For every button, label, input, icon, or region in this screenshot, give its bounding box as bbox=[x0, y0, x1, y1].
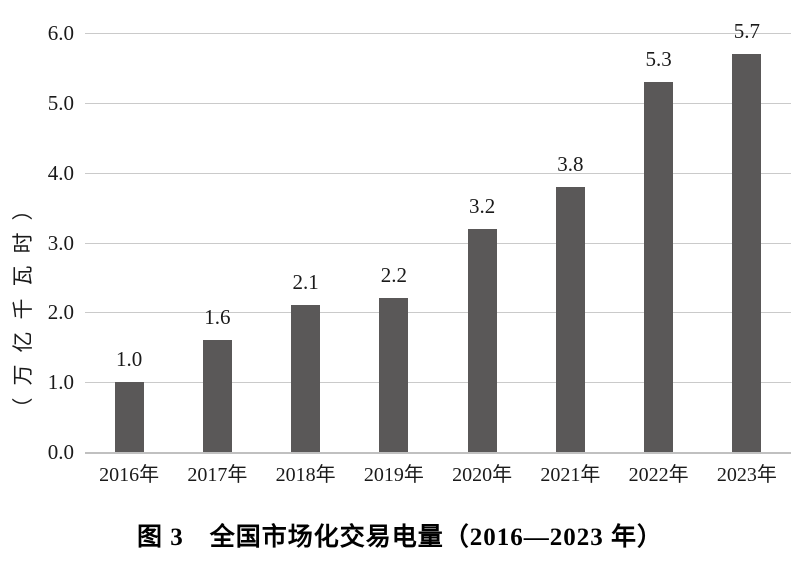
bar-2016年 bbox=[114, 382, 144, 452]
bar-value-label: 3.2 bbox=[469, 193, 496, 218]
x-tick-label: 2023年 bbox=[716, 464, 777, 486]
x-tick-label: 2019年 bbox=[363, 464, 424, 486]
y-tick-label: 5.0 bbox=[47, 90, 74, 115]
bar-2021年 bbox=[555, 186, 585, 452]
bar-value-label: 1.6 bbox=[204, 305, 231, 330]
bar-2019年 bbox=[379, 298, 409, 452]
figure-caption: 图 3 全国市场化交易电量（2016—2023 年） bbox=[136, 524, 663, 551]
bar-value-label: 3.8 bbox=[557, 151, 584, 176]
x-tick-label: 2017年 bbox=[187, 464, 248, 486]
y-tick-label: 2.0 bbox=[47, 300, 74, 325]
bar-value-label: 2.1 bbox=[292, 270, 319, 295]
x-axis: 2016年 2017年 2018年 2019年 2020年 2021年 2022年 2023年 bbox=[85, 462, 791, 488]
gridline-3.0 bbox=[85, 242, 791, 244]
y-tick-label: 6.0 bbox=[47, 21, 74, 45]
gridline-6.0 bbox=[85, 33, 791, 34]
y-tick-label: 4.0 bbox=[47, 160, 74, 185]
x-tick-label: 2020年 bbox=[452, 464, 513, 486]
plot-area: 1.0 1.6 2.1 2.2 3.2 3.8 5.3 5.7 bbox=[85, 19, 791, 454]
bar-2020年 bbox=[467, 228, 497, 452]
bar-2022年 bbox=[644, 81, 674, 452]
x-tick-label: 2021年 bbox=[540, 464, 601, 486]
bar-2017年 bbox=[202, 340, 232, 452]
bar-value-label: 2.2 bbox=[380, 263, 407, 288]
gridline-5.0 bbox=[85, 102, 791, 104]
x-tick-label: 2022年 bbox=[628, 464, 689, 486]
bar-value-label: 5.7 bbox=[733, 18, 760, 43]
y-tick-label: 3.0 bbox=[47, 230, 74, 255]
x-tick-label: 2016年 bbox=[99, 464, 160, 486]
y-tick-label: 0.0 bbox=[47, 440, 74, 464]
bar-value-label: 1.0 bbox=[116, 347, 143, 372]
y-tick-label: 1.0 bbox=[47, 370, 74, 395]
gridline-2.0 bbox=[85, 312, 791, 314]
bar-2023年 bbox=[732, 53, 762, 452]
gridline-1.0 bbox=[85, 382, 791, 384]
x-tick-label: 2018年 bbox=[275, 464, 336, 486]
gridline-4.0 bbox=[85, 172, 791, 174]
bar-value-label: 5.3 bbox=[645, 46, 672, 71]
bar-2018年 bbox=[291, 305, 321, 452]
